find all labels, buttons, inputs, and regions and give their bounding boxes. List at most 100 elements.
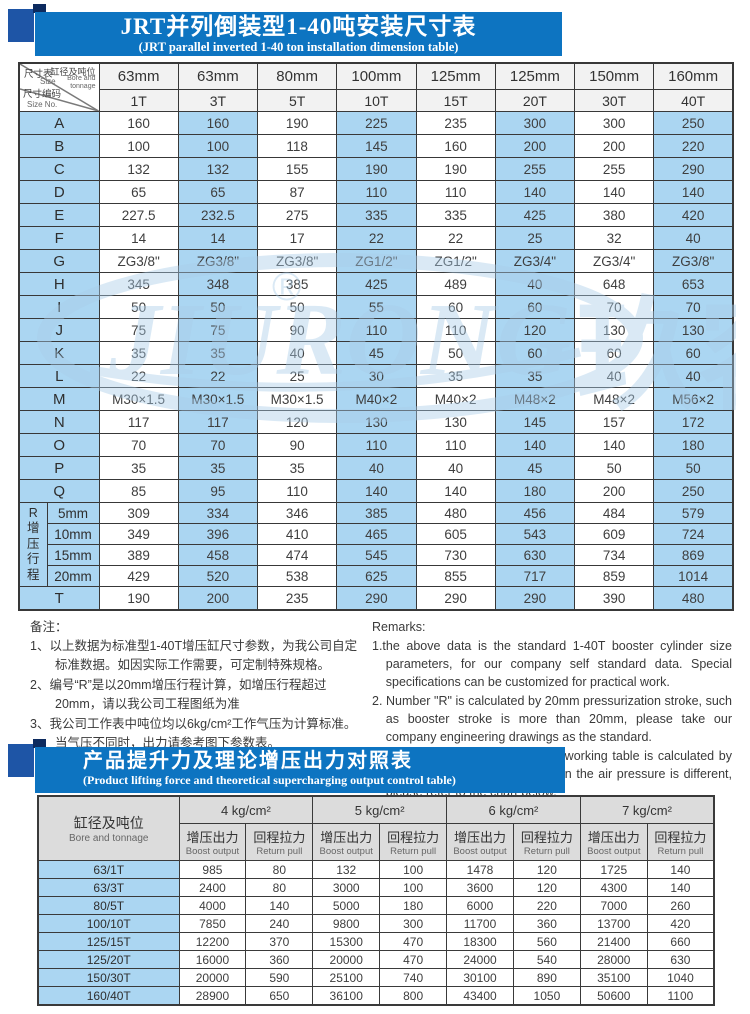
dimension-cell: 75 bbox=[177, 318, 259, 342]
bore-tonnage-label-en: Bore and tonnage bbox=[68, 833, 149, 844]
dimension-row: D 65 65 87 110 110 140 140 140 bbox=[18, 180, 734, 204]
pressure-header-cell: 7 kg/cm² bbox=[579, 795, 715, 824]
dimension-cell: 75 bbox=[98, 318, 179, 342]
corner-size-label-zh: 尺寸表 bbox=[24, 69, 53, 80]
dimension-cell: 110 bbox=[256, 479, 338, 503]
dimension-row: E 227.5 232.5 275 335 335 425 380 420 bbox=[18, 203, 734, 227]
dimension-cell: 410 bbox=[256, 523, 338, 545]
dimension-cell: ZG3/8" bbox=[653, 249, 734, 273]
dimension-cell: 609 bbox=[573, 523, 655, 545]
dimension-cell: 87 bbox=[256, 180, 338, 204]
output-cell: 650 bbox=[245, 986, 314, 1006]
dimension-cell: 300 bbox=[573, 111, 655, 135]
dimension-cell: 235 bbox=[415, 111, 496, 135]
dimension-cell: 349 bbox=[98, 523, 179, 545]
dimension-cell: 60 bbox=[494, 295, 576, 319]
dimension-row: C 132 132 155 190 190 255 255 290 bbox=[18, 157, 734, 181]
output-cell: 1725 bbox=[579, 860, 648, 879]
bore-header-cell: 125mm bbox=[494, 62, 576, 90]
stroke-label: 20mm bbox=[46, 565, 100, 587]
dimension-cell: 489 bbox=[415, 272, 496, 296]
dimension-cell: 70 bbox=[98, 433, 179, 457]
dimension-cell: 60 bbox=[415, 295, 496, 319]
bore-tonnage-cell: 150/30T bbox=[37, 968, 180, 987]
dimension-row: L 22 22 25 30 35 35 40 40 bbox=[18, 364, 734, 388]
dimension-row-label: I bbox=[18, 295, 100, 319]
dimension-cell: 45 bbox=[494, 456, 576, 480]
dimension-cell: 50 bbox=[256, 295, 338, 319]
output-cell: 630 bbox=[646, 950, 715, 969]
dimension-cell: 396 bbox=[177, 523, 259, 545]
output-row: 125/15T 12200 370 15300 470 18300 560 21400 660 bbox=[37, 932, 715, 951]
output-cell: 7850 bbox=[178, 914, 247, 933]
section2-title-en: (Product lifting force and theoretical s… bbox=[83, 773, 456, 787]
dimension-cell: 40 bbox=[415, 456, 496, 480]
banner2-corner-square bbox=[8, 744, 34, 777]
dimension-cell: 859 bbox=[573, 565, 655, 587]
output-row: 125/20T 16000 360 20000 470 24000 540 28000 630 bbox=[37, 950, 715, 969]
dimension-row: H 345 348 385 425 489 40 648 653 bbox=[18, 272, 734, 296]
dimension-cell: 110 bbox=[415, 433, 496, 457]
dimension-cell: 50 bbox=[573, 456, 655, 480]
tonnage-header-cell: 40T bbox=[653, 89, 734, 112]
dimension-cell: 140 bbox=[494, 180, 576, 204]
output-cell: 100 bbox=[379, 860, 448, 879]
dimension-row: Q 85 95 110 140 140 180 200 250 bbox=[18, 479, 734, 503]
dimension-cell: 100 bbox=[98, 134, 179, 158]
dimension-cell: ZG3/4" bbox=[573, 249, 655, 273]
dimension-cell: 180 bbox=[653, 433, 734, 457]
output-cell: 35100 bbox=[579, 968, 648, 987]
dimension-cell: 855 bbox=[415, 565, 496, 587]
output-cell: 28900 bbox=[178, 986, 247, 1006]
dimension-row: P 35 35 35 40 40 45 50 50 bbox=[18, 456, 734, 480]
dimension-cell: 117 bbox=[98, 410, 179, 434]
output-row: 160/40T 28900 650 36100 800 43400 1050 50600 110… bbox=[37, 986, 715, 1006]
dimension-cell: 290 bbox=[336, 586, 417, 611]
bore-tonnage-cell: 125/15T bbox=[37, 932, 180, 951]
dimension-row-label: G bbox=[18, 249, 100, 273]
dimension-cell: 290 bbox=[415, 586, 496, 611]
output-cell: 260 bbox=[646, 896, 715, 915]
dimension-cell: 484 bbox=[573, 502, 655, 524]
return-pull-header: 回程拉力 Return pull bbox=[646, 823, 715, 861]
dimension-cell: 724 bbox=[653, 523, 734, 545]
dimension-cell: 130 bbox=[415, 410, 496, 434]
dimension-cell: ZG3/8" bbox=[256, 249, 338, 273]
dimension-cell: M30×1.5 bbox=[98, 387, 179, 411]
dimension-row: K 35 35 40 45 50 60 60 60 bbox=[18, 341, 734, 365]
dimension-cell: 85 bbox=[98, 479, 179, 503]
dimension-cell: 250 bbox=[653, 479, 734, 503]
dimension-cell: 335 bbox=[336, 203, 417, 227]
dimension-row-label: A bbox=[18, 111, 100, 135]
output-cell: 25100 bbox=[312, 968, 381, 987]
return-pull-header: 回程拉力 Return pull bbox=[512, 823, 581, 861]
dimension-cell: 730 bbox=[415, 544, 496, 566]
dimension-cell: 70 bbox=[653, 295, 734, 319]
tonnage-header-cell: 15T bbox=[415, 89, 496, 112]
dimension-row-r: 15mm 389 458 474 545 730 630 734 869 bbox=[19, 544, 734, 566]
section1-title-en: (JRT parallel inverted 1-40 ton installa… bbox=[138, 40, 459, 54]
dimension-cell: 17 bbox=[256, 226, 338, 250]
dimension-cell: 480 bbox=[415, 502, 496, 524]
bore-tonnage-cell: 63/3T bbox=[37, 878, 180, 897]
dimension-cell: 235 bbox=[256, 586, 338, 611]
dimension-cell: 425 bbox=[494, 203, 576, 227]
output-row: 80/5T 4000 140 5000 180 6000 220 7000 260 bbox=[37, 896, 715, 915]
output-cell: 5000 bbox=[312, 896, 381, 915]
dimension-cell: 1014 bbox=[653, 565, 734, 587]
output-cell: 80 bbox=[245, 878, 314, 897]
dimension-cell: 70 bbox=[573, 295, 655, 319]
output-row: 100/10T 7850 240 9800 300 11700 360 13700 420 bbox=[37, 914, 715, 933]
dimension-cell: 25 bbox=[256, 364, 338, 388]
output-cell: 30100 bbox=[446, 968, 514, 987]
dimension-row: I 50 50 50 55 60 60 70 70 bbox=[18, 295, 734, 319]
dimension-row: B 100 100 118 145 160 200 200 220 bbox=[18, 134, 734, 158]
output-cell: 13700 bbox=[579, 914, 648, 933]
dimension-cell: 50 bbox=[653, 456, 734, 480]
bore-tonnage-corner-cell: 缸径及吨位 Bore and tonnage bbox=[37, 795, 180, 861]
dimension-cell: ZG1/2" bbox=[336, 249, 417, 273]
dimension-cell: 35 bbox=[494, 364, 576, 388]
bore-header-cell: 80mm bbox=[256, 62, 338, 90]
dimension-cell: 35 bbox=[177, 456, 259, 480]
